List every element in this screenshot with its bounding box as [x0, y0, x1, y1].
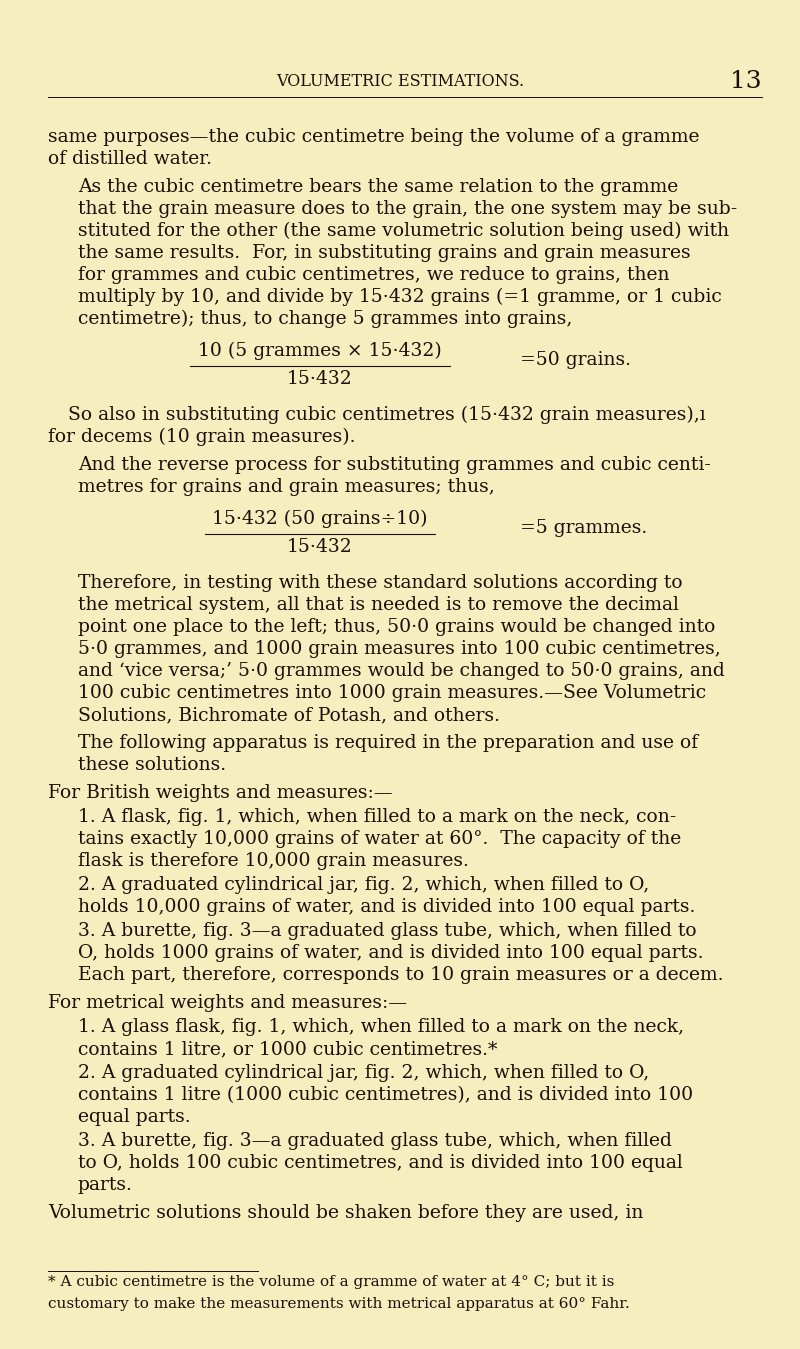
Text: contains 1 litre, or 1000 cubic centimetres.*: contains 1 litre, or 1000 cubic centimet…	[78, 1040, 498, 1058]
Text: contains 1 litre (1000 cubic centimetres), and is divided into 100: contains 1 litre (1000 cubic centimetres…	[78, 1086, 693, 1103]
Text: VOLUMETRIC ESTIMATIONS.: VOLUMETRIC ESTIMATIONS.	[276, 73, 524, 90]
Text: 15·432 (50 grains÷10): 15·432 (50 grains÷10)	[212, 510, 428, 529]
Text: 3. A burette, fig. 3—a graduated glass tube, which, when filled: 3. A burette, fig. 3—a graduated glass t…	[78, 1132, 672, 1149]
Text: 5·0 grammes, and 1000 grain measures into 100 cubic centimetres,: 5·0 grammes, and 1000 grain measures int…	[78, 639, 721, 658]
Text: So also in substituting cubic centimetres (15·432 grain measures),ı: So also in substituting cubic centimetre…	[68, 406, 706, 424]
Text: for grammes and cubic centimetres, we reduce to grains, then: for grammes and cubic centimetres, we re…	[78, 266, 670, 285]
Text: customary to make the measurements with metrical apparatus at 60° Fahr.: customary to make the measurements with …	[48, 1296, 630, 1311]
Text: Volumetric solutions should be shaken before they are used, in: Volumetric solutions should be shaken be…	[48, 1205, 643, 1222]
Text: 100 cubic centimetres into 1000 grain measures.—See Volumetric: 100 cubic centimetres into 1000 grain me…	[78, 684, 706, 701]
Text: stituted for the other (the same volumetric solution being used) with: stituted for the other (the same volumet…	[78, 223, 729, 240]
Text: 2. A graduated cylindrical jar, fig. 2, which, when filled to O,: 2. A graduated cylindrical jar, fig. 2, …	[78, 876, 650, 894]
Text: 10 (5 grammes × 15·432): 10 (5 grammes × 15·432)	[198, 343, 442, 360]
Text: 1. A glass flask, fig. 1, which, when filled to a mark on the neck,: 1. A glass flask, fig. 1, which, when fi…	[78, 1018, 684, 1036]
Text: Solutions, Bichromate of Potash, and others.: Solutions, Bichromate of Potash, and oth…	[78, 706, 500, 724]
Text: and ‘vice versa;’ 5·0 grammes would be changed to 50·0 grains, and: and ‘vice versa;’ 5·0 grammes would be c…	[78, 662, 725, 680]
Text: For metrical weights and measures:—: For metrical weights and measures:—	[48, 994, 407, 1012]
Text: O, holds 1000 grains of water, and is divided into 100 equal parts.: O, holds 1000 grains of water, and is di…	[78, 944, 703, 962]
Text: 13: 13	[730, 70, 762, 93]
Text: Therefore, in testing with these standard solutions according to: Therefore, in testing with these standar…	[78, 575, 682, 592]
Text: 15·432: 15·432	[287, 370, 353, 389]
Text: multiply by 10, and divide by 15·432 grains (=1 gramme, or 1 cubic: multiply by 10, and divide by 15·432 gra…	[78, 287, 722, 306]
Text: parts.: parts.	[78, 1176, 133, 1194]
Text: 15·432: 15·432	[287, 538, 353, 556]
Text: that the grain measure does to the grain, the one system may be sub-: that the grain measure does to the grain…	[78, 200, 738, 219]
Text: And the reverse process for substituting grammes and cubic centi-: And the reverse process for substituting…	[78, 456, 711, 473]
Text: The following apparatus is required in the preparation and use of: The following apparatus is required in t…	[78, 734, 698, 751]
Text: these solutions.: these solutions.	[78, 755, 226, 774]
Text: =5 grammes.: =5 grammes.	[520, 519, 647, 537]
Text: equal parts.: equal parts.	[78, 1108, 190, 1126]
Text: tains exactly 10,000 grains of water at 60°.  The capacity of the: tains exactly 10,000 grains of water at …	[78, 830, 682, 849]
Text: =50 grains.: =50 grains.	[520, 351, 631, 370]
Text: for decems (10 grain measures).: for decems (10 grain measures).	[48, 428, 355, 447]
Text: point one place to the left; thus, 50·0 grains would be changed into: point one place to the left; thus, 50·0 …	[78, 618, 715, 635]
Text: 1. A flask, fig. 1, which, when filled to a mark on the neck, con-: 1. A flask, fig. 1, which, when filled t…	[78, 808, 676, 826]
Text: metres for grains and grain measures; thus,: metres for grains and grain measures; th…	[78, 478, 494, 496]
Text: centimetre); thus, to change 5 grammes into grains,: centimetre); thus, to change 5 grammes i…	[78, 310, 572, 328]
Text: 2. A graduated cylindrical jar, fig. 2, which, when filled to O,: 2. A graduated cylindrical jar, fig. 2, …	[78, 1064, 650, 1082]
Text: * A cubic centimetre is the volume of a gramme of water at 4° C; but it is: * A cubic centimetre is the volume of a …	[48, 1275, 614, 1290]
Text: Each part, therefore, corresponds to 10 grain measures or a decem.: Each part, therefore, corresponds to 10 …	[78, 966, 723, 983]
Text: flask is therefore 10,000 grain measures.: flask is therefore 10,000 grain measures…	[78, 853, 469, 870]
Text: holds 10,000 grains of water, and is divided into 100 equal parts.: holds 10,000 grains of water, and is div…	[78, 898, 695, 916]
Text: 3. A burette, fig. 3—a graduated glass tube, which, when filled to: 3. A burette, fig. 3—a graduated glass t…	[78, 921, 697, 940]
Text: to O, holds 100 cubic centimetres, and is divided into 100 equal: to O, holds 100 cubic centimetres, and i…	[78, 1153, 682, 1172]
Text: same purposes—the cubic centimetre being the volume of a gramme: same purposes—the cubic centimetre being…	[48, 128, 699, 146]
Text: the same results.  For, in substituting grains and grain measures: the same results. For, in substituting g…	[78, 244, 690, 262]
Text: the metrical system, all that is needed is to remove the decimal: the metrical system, all that is needed …	[78, 596, 679, 614]
Text: For British weights and measures:—: For British weights and measures:—	[48, 784, 393, 803]
Text: As the cubic centimetre bears the same relation to the gramme: As the cubic centimetre bears the same r…	[78, 178, 678, 196]
Text: of distilled water.: of distilled water.	[48, 150, 212, 169]
